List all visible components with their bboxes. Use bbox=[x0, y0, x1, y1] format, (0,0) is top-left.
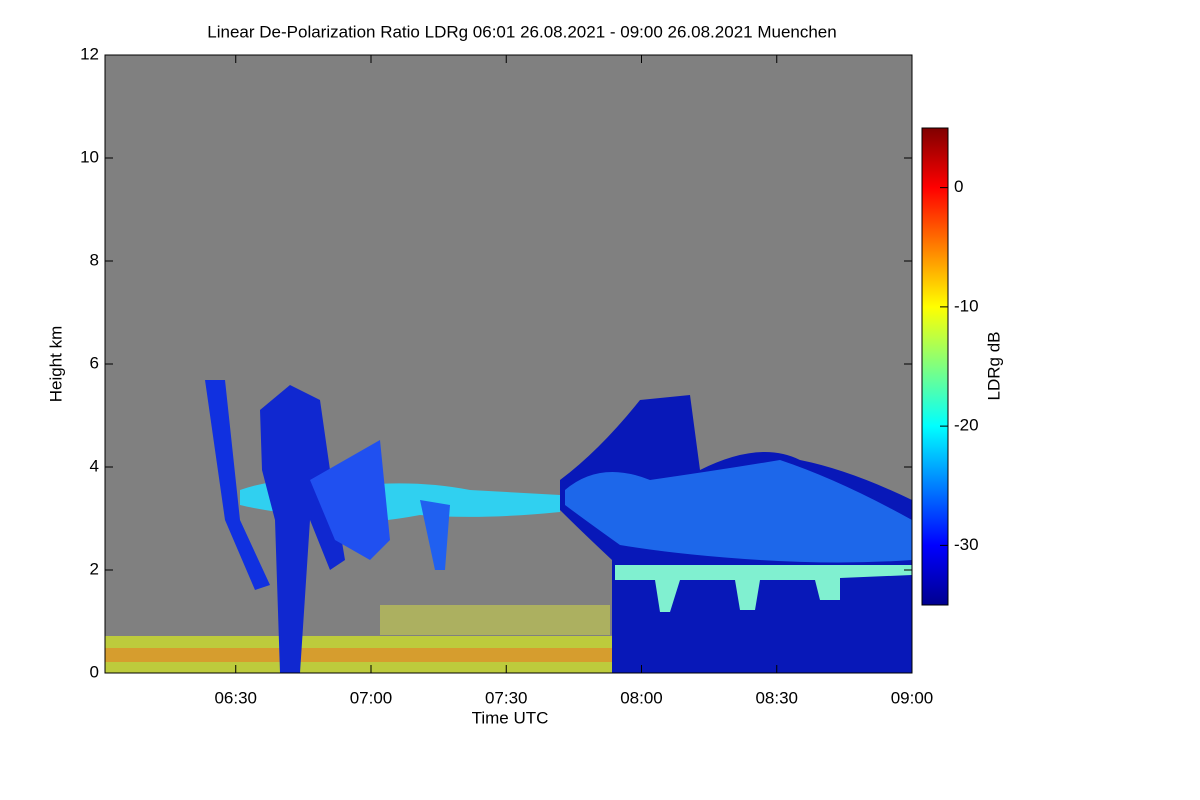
x-tick-label: 08:00 bbox=[620, 688, 663, 707]
colorbar bbox=[921, 127, 949, 606]
y-tick-label: 2 bbox=[90, 559, 99, 578]
x-tick-label: 08:30 bbox=[755, 688, 798, 707]
echo bbox=[380, 605, 610, 635]
colorbar-label: LDRg dB bbox=[984, 332, 1003, 401]
echo bbox=[105, 648, 615, 662]
y-axis-label: Height km bbox=[46, 326, 65, 403]
y-tick-label: 0 bbox=[90, 662, 99, 681]
x-tick-label: 06:30 bbox=[214, 688, 257, 707]
y-tick-label: 12 bbox=[80, 44, 99, 63]
colorbar-tick-label: 0 bbox=[954, 177, 963, 196]
x-axis-label: Time UTC bbox=[472, 708, 549, 727]
echo bbox=[420, 500, 450, 570]
y-tick-label: 6 bbox=[90, 353, 99, 372]
echo bbox=[565, 460, 912, 563]
y-tick-label: 8 bbox=[90, 250, 99, 269]
x-tick-label: 09:00 bbox=[891, 688, 934, 707]
echo bbox=[615, 565, 912, 612]
echo bbox=[205, 380, 270, 590]
y-tick-label: 4 bbox=[90, 456, 99, 475]
echo bbox=[310, 440, 390, 560]
x-tick-label: 07:00 bbox=[350, 688, 393, 707]
colorbar-tick-label: -30 bbox=[954, 535, 979, 554]
x-tick-label: 07:30 bbox=[485, 688, 528, 707]
colorbar-tick-label: -20 bbox=[954, 416, 979, 435]
colorbar-tick-label: -10 bbox=[954, 296, 979, 315]
echo bbox=[260, 385, 345, 673]
echo-field bbox=[105, 380, 912, 673]
y-tick-label: 10 bbox=[80, 147, 99, 166]
chart-title: Linear De-Polarization Ratio LDRg 06:01 … bbox=[207, 22, 836, 41]
